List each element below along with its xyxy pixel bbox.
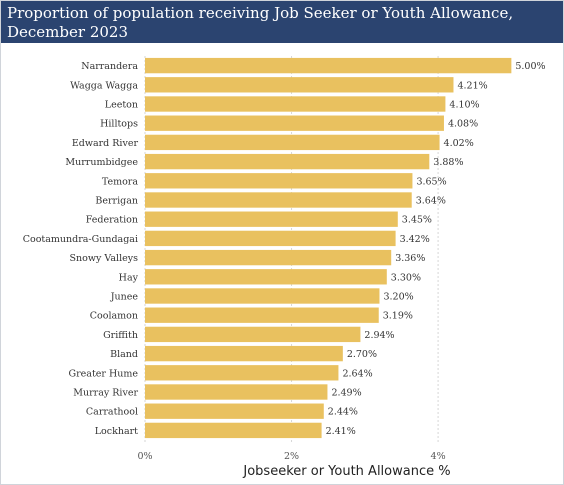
category-label: Federation xyxy=(86,215,138,226)
bar xyxy=(145,326,361,343)
category-label: Carrathool xyxy=(86,407,138,418)
bar xyxy=(145,153,430,170)
bar xyxy=(145,57,512,74)
value-label: 2.41% xyxy=(326,426,356,437)
value-label: 2.44% xyxy=(328,407,358,418)
value-label: 3.45% xyxy=(402,215,432,226)
value-label: 2.94% xyxy=(364,330,394,341)
category-label: Lockhart xyxy=(95,426,138,437)
category-label: Leeton xyxy=(105,100,138,111)
value-label: 2.64% xyxy=(342,368,372,379)
category-label: Bland xyxy=(110,349,138,360)
bar xyxy=(145,96,446,112)
chart-title: Proportion of population receiving Job S… xyxy=(7,4,514,41)
bar xyxy=(145,173,413,189)
bar xyxy=(145,422,322,439)
category-label: Greater Hume xyxy=(69,368,139,379)
value-label: 4.10% xyxy=(449,100,479,111)
category-label: Temora xyxy=(102,176,138,187)
category-label: Berrigan xyxy=(95,196,138,207)
value-label: 3.88% xyxy=(433,157,463,168)
category-label: Narrandera xyxy=(81,61,138,72)
value-label: 3.64% xyxy=(416,196,446,207)
bar xyxy=(145,365,339,381)
value-label: 3.65% xyxy=(416,176,446,187)
value-label: 2.49% xyxy=(331,388,361,399)
bar xyxy=(145,269,387,285)
category-label: Murray River xyxy=(73,388,138,399)
category-label: Coolamon xyxy=(90,311,138,322)
x-tick-label: 0% xyxy=(137,451,152,462)
value-label: 4.21% xyxy=(457,80,487,91)
x-axis-title: Jobseeker or Youth Allowance % xyxy=(242,464,450,479)
value-label: 4.02% xyxy=(444,138,474,149)
value-label: 3.42% xyxy=(400,234,430,245)
bar xyxy=(145,230,396,247)
title-bar: Proportion of population receiving Job S… xyxy=(1,1,563,43)
bar xyxy=(145,403,324,419)
value-label: 4.08% xyxy=(448,119,478,130)
bar xyxy=(145,134,440,151)
category-label: Hay xyxy=(119,272,139,283)
bar xyxy=(145,307,379,323)
bar xyxy=(145,192,412,208)
category-label: Hilltops xyxy=(100,119,138,130)
category-label: Snowy Valleys xyxy=(70,253,139,264)
category-label: Cootamundra-Gundagai xyxy=(23,234,138,245)
bar xyxy=(145,345,343,362)
bar xyxy=(145,77,454,93)
x-tick-label: 2% xyxy=(284,451,299,462)
bar xyxy=(145,384,328,400)
category-label: Murrumbidgee xyxy=(65,157,138,168)
value-label: 3.20% xyxy=(383,292,413,303)
value-label: 5.00% xyxy=(515,61,545,72)
bar xyxy=(145,211,398,227)
category-label: Griffith xyxy=(103,330,138,341)
category-label: Junee xyxy=(110,292,139,303)
category-label: Wagga Wagga xyxy=(70,80,138,91)
bar xyxy=(145,288,380,304)
category-label: Edward River xyxy=(72,138,139,149)
bar xyxy=(145,115,444,131)
bar xyxy=(145,249,392,266)
x-tick-label: 4% xyxy=(431,451,446,462)
value-label: 3.36% xyxy=(395,253,425,264)
value-label: 3.19% xyxy=(383,311,413,322)
value-label: 2.70% xyxy=(347,349,377,360)
value-label: 3.30% xyxy=(391,272,421,283)
